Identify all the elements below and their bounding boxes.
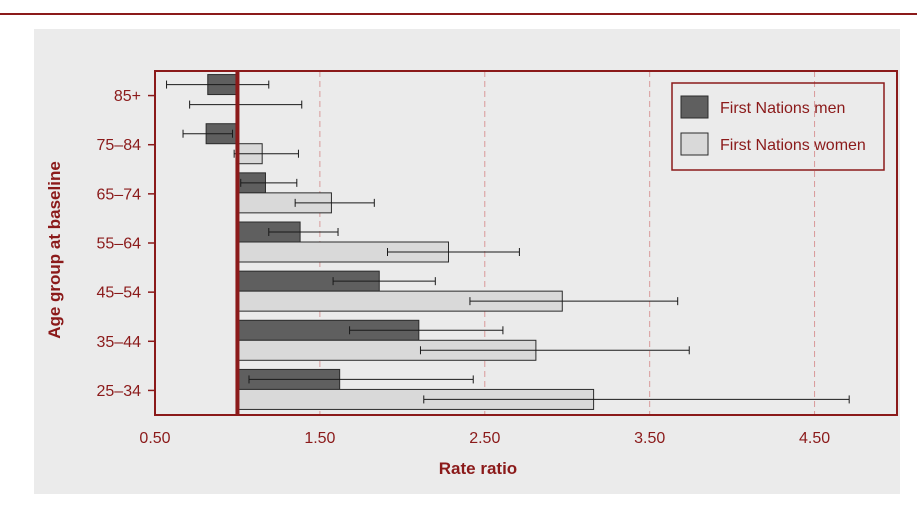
ci-first-nations-men-85plus: [166, 80, 270, 89]
reference-line: [235, 71, 240, 415]
legend: First Nations men First Nations women: [671, 82, 885, 171]
legend-swatch-men: [680, 95, 709, 119]
x-tick-label-2-5: 2.50: [469, 430, 500, 447]
ci-first-nations-women-65-74: [294, 198, 375, 207]
y-tick-label-85plus: 85+: [114, 88, 141, 105]
ci-first-nations-women-35-44: [419, 346, 690, 355]
ci-first-nations-men-25-34: [248, 375, 474, 384]
error-bars: [166, 80, 850, 404]
ci-first-nations-women-55-64: [386, 248, 520, 256]
legend-swatch-women: [680, 132, 709, 156]
y-tick-label-35-44: 35–44: [97, 334, 142, 351]
ci-first-nations-women-75-84: [233, 149, 299, 158]
x-axis-title: Rate ratio: [439, 459, 517, 478]
axes: 85+ 75–84 65–74 55–64 45–54 35–44 25–34 0.50 1.5…: [97, 88, 831, 447]
reference-layer: [235, 71, 240, 415]
y-tick-label-65-74: 65–74: [97, 186, 142, 203]
y-axis-title: Age group at baseline: [45, 161, 64, 339]
x-tick-label-0-5: 0.50: [139, 430, 170, 447]
legend-box: [671, 82, 885, 171]
bars: [205, 74, 595, 410]
figure-panel: [34, 29, 900, 494]
y-tick-label-55-64: 55–64: [97, 236, 142, 253]
y-tick-label-75-84: 75–84: [97, 137, 142, 154]
y-tick-label-25-34: 25–34: [97, 383, 142, 400]
ci-first-nations-men-35-44: [349, 326, 504, 335]
ci-first-nations-men-55-64: [268, 228, 339, 236]
ci-first-nations-men-45-54: [332, 277, 436, 286]
legend-label-women: First Nations women: [720, 137, 866, 154]
x-tick-label-1-5: 1.50: [304, 430, 335, 447]
top-rule: [0, 13, 917, 15]
y-tick-label-45-54: 45–54: [97, 285, 142, 302]
x-tick-label-4-5: 4.50: [799, 430, 830, 447]
legend-label-men: First Nations men: [720, 100, 845, 117]
ci-first-nations-men-65-74: [240, 178, 298, 187]
ci-first-nations-women-25-34: [423, 395, 850, 404]
x-tick-label-3-5: 3.50: [634, 430, 665, 447]
ci-first-nations-men-75-84: [182, 129, 233, 138]
ci-first-nations-women-85plus: [189, 100, 303, 109]
ci-first-nations-women-45-54: [469, 297, 679, 306]
